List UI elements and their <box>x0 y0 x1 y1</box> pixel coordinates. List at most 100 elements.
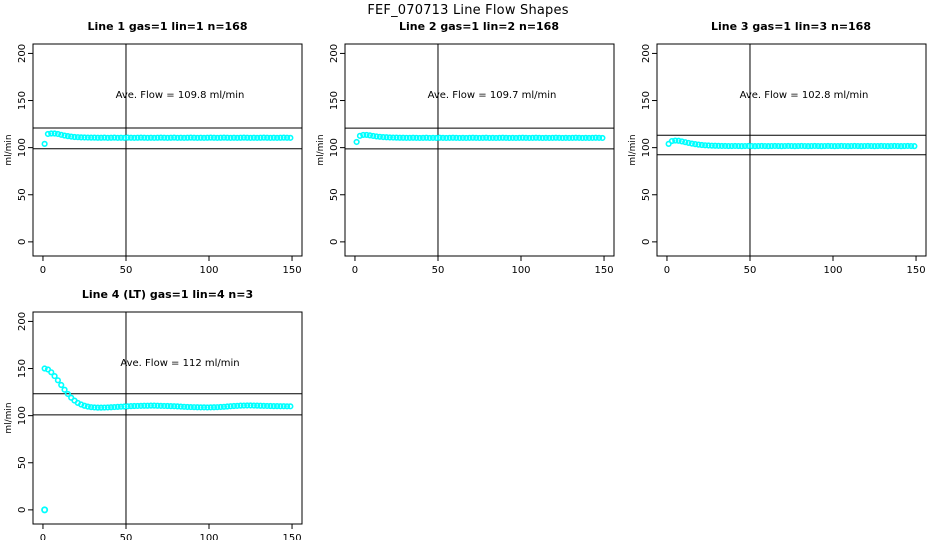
data-point-outlier <box>41 506 49 514</box>
data-point <box>834 142 842 150</box>
data-point <box>360 131 367 139</box>
data-point <box>81 134 88 141</box>
x-tick-label: 0 <box>352 265 358 276</box>
data-point <box>463 134 470 142</box>
data-point <box>137 134 145 141</box>
panel2-title: Line 2 gas=1 lin=2 n=168 <box>398 20 559 33</box>
data-point <box>805 143 812 150</box>
data-point <box>181 134 188 141</box>
data-point <box>844 143 852 150</box>
data-point <box>197 404 204 411</box>
data-point <box>107 134 115 141</box>
data-point <box>244 134 251 141</box>
data-point <box>479 134 486 141</box>
x-tick-label: 100 <box>511 265 530 276</box>
data-point <box>702 142 709 149</box>
y-tick-label: 50 <box>329 188 340 201</box>
x-tick-label: 50 <box>120 265 133 276</box>
data-point <box>194 404 201 411</box>
data-point <box>539 134 546 142</box>
data-point <box>121 403 128 410</box>
data-point <box>516 134 523 141</box>
data-point <box>214 404 221 411</box>
y-tick-label: 200 <box>17 312 28 331</box>
data-point <box>496 134 503 141</box>
data-point <box>868 142 875 150</box>
data-point <box>493 134 500 142</box>
data-point <box>64 390 71 398</box>
data-point <box>911 143 918 150</box>
data-point <box>393 134 400 141</box>
data-point <box>433 134 440 142</box>
data-point <box>131 134 138 141</box>
data-point <box>572 134 579 141</box>
data-point <box>264 402 271 410</box>
data-point <box>562 134 569 141</box>
panel1-plot: 0 50 100 150 0 50 100 150 200 ml/min Ave. Flow = 1… <box>4 43 303 276</box>
data-point <box>376 133 383 140</box>
data-point <box>814 142 822 150</box>
y-axis-label: ml/min <box>4 134 14 165</box>
data-point <box>280 403 287 410</box>
data-point <box>698 141 705 149</box>
data-point <box>104 404 111 411</box>
x-tick-label: 50 <box>432 265 445 276</box>
data-point <box>476 134 483 142</box>
data-point <box>356 132 364 139</box>
data-point <box>273 403 281 410</box>
data-point <box>735 142 742 150</box>
data-point <box>280 134 287 141</box>
data-point <box>409 134 417 141</box>
data-point <box>881 142 888 150</box>
data-point <box>164 402 171 410</box>
data-point <box>751 143 759 150</box>
y-axis-label: ml/min <box>316 134 326 165</box>
data-point <box>220 403 228 410</box>
data-point <box>134 402 141 410</box>
data-point <box>220 134 228 141</box>
x-tick-label: 100 <box>199 265 218 276</box>
y-tick-label: 0 <box>17 507 28 513</box>
panel1-title: Line 1 gas=1 lin=1 n=168 <box>87 20 248 33</box>
plot-box <box>32 43 303 257</box>
data-point <box>190 404 198 411</box>
data-point <box>536 134 543 141</box>
data-point <box>157 134 164 141</box>
x-tick-label: 100 <box>823 265 842 276</box>
data-point <box>416 134 423 142</box>
data-point <box>283 134 291 141</box>
data-point <box>190 134 198 141</box>
data-point <box>785 142 792 150</box>
data-point <box>97 134 105 141</box>
data-point <box>254 134 261 141</box>
y-axis-label: ml/min <box>628 134 638 165</box>
data-point <box>164 134 171 141</box>
data-point <box>237 134 244 141</box>
data-point <box>884 143 891 150</box>
data-point <box>124 134 131 141</box>
data-point <box>200 404 208 411</box>
panel4-plot: 0 50 100 150 0 50 100 150 200 ml/min Ave. Flow = 1… <box>4 311 303 540</box>
data-point <box>731 142 739 150</box>
data-point <box>858 143 865 150</box>
data-point <box>768 142 775 150</box>
data-point <box>61 386 68 393</box>
y-tick-label: 150 <box>17 91 28 110</box>
data-point <box>277 403 284 410</box>
data-point <box>413 134 420 141</box>
data-point <box>48 369 55 376</box>
data-point <box>151 402 158 409</box>
data-point <box>821 142 828 150</box>
data-point <box>864 142 871 150</box>
data-point <box>267 134 274 141</box>
data-point <box>200 134 208 141</box>
data-point <box>197 134 204 141</box>
y-tick-label: 50 <box>17 188 28 201</box>
data-point <box>234 134 241 141</box>
data-point <box>54 130 62 138</box>
data-point <box>576 134 583 141</box>
data-point <box>137 402 145 409</box>
data-point <box>483 134 490 141</box>
y-tick-label: 0 <box>17 239 28 245</box>
data-point <box>74 134 81 141</box>
